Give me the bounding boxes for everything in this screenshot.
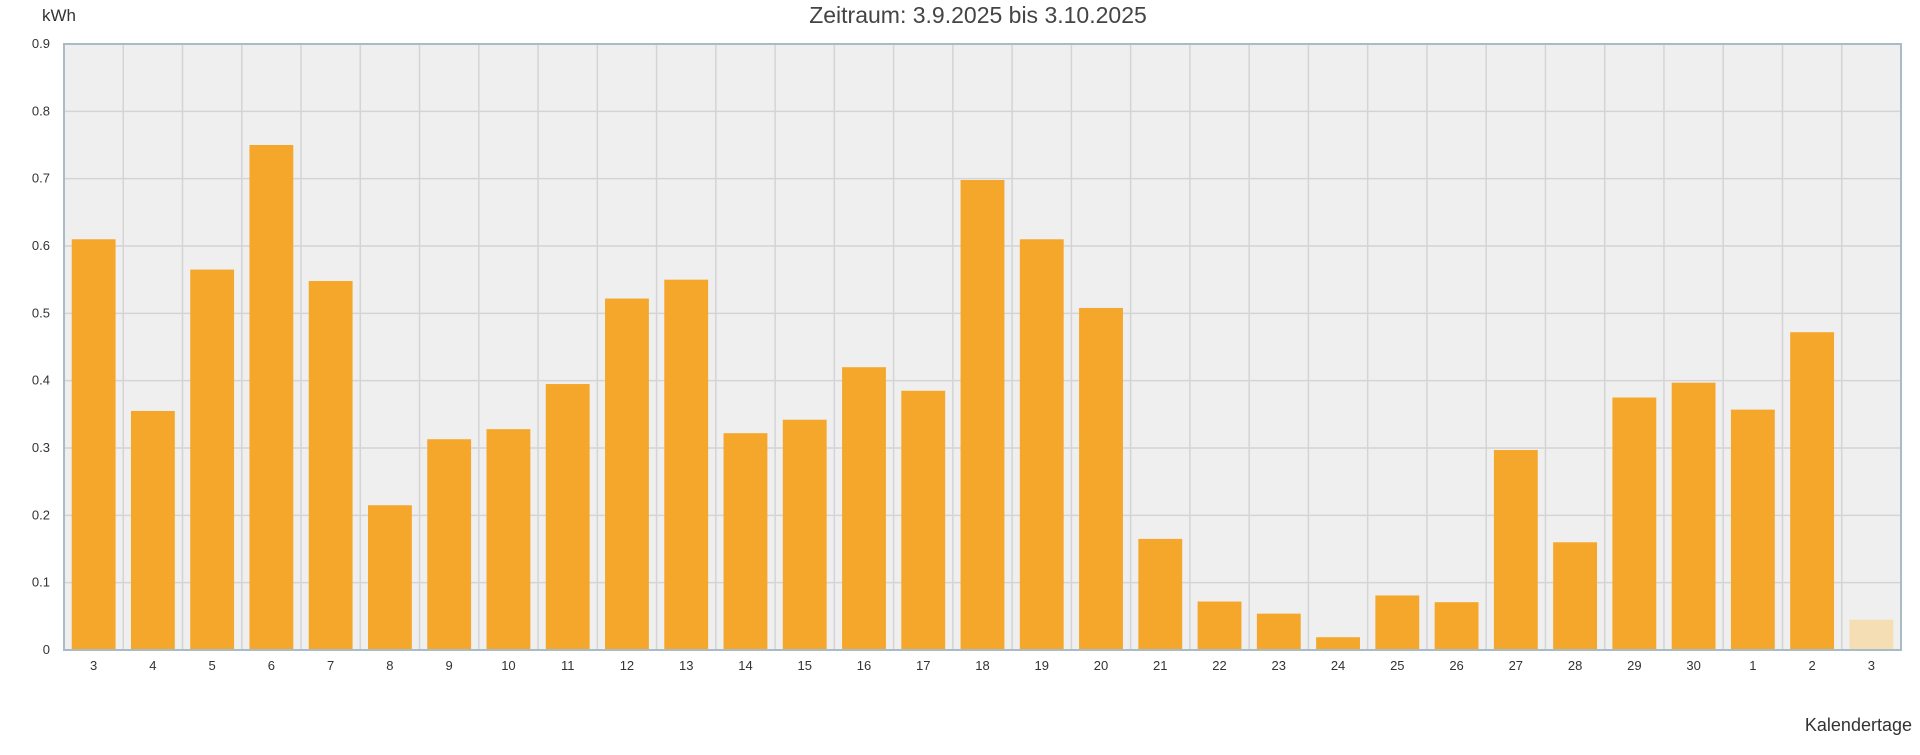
bar[interactable] — [308, 281, 353, 650]
x-tick-label: 19 — [1035, 658, 1049, 673]
bar[interactable] — [190, 269, 235, 650]
y-tick-label: 0.2 — [32, 507, 50, 522]
bar[interactable] — [1375, 595, 1420, 650]
x-tick-label: 16 — [857, 658, 871, 673]
bar[interactable] — [130, 410, 175, 650]
y-tick-label: 0.1 — [32, 575, 50, 590]
bar[interactable] — [1138, 538, 1183, 650]
bar[interactable] — [1612, 397, 1657, 651]
x-tick-label: 4 — [149, 658, 156, 673]
bar[interactable] — [545, 384, 590, 650]
bar[interactable] — [960, 180, 1005, 650]
x-tick-label: 29 — [1627, 658, 1641, 673]
bar[interactable] — [842, 367, 886, 650]
bar[interactable] — [1849, 619, 1894, 650]
plot-border — [63, 43, 1902, 651]
bar[interactable] — [1019, 239, 1064, 650]
bar[interactable] — [249, 145, 294, 650]
y-tick-label: 0.9 — [32, 36, 50, 51]
bar[interactable] — [1197, 601, 1242, 650]
bar[interactable] — [1256, 613, 1301, 650]
bar[interactable] — [1079, 307, 1123, 650]
bars — [71, 145, 1894, 651]
x-tick-label: 15 — [797, 658, 811, 673]
x-tick-label: 26 — [1449, 658, 1463, 673]
x-tick-label: 17 — [916, 658, 930, 673]
bar[interactable] — [782, 419, 827, 650]
x-tick-label: 24 — [1331, 658, 1345, 673]
y-tick-label: 0.6 — [32, 238, 50, 253]
chart-title: Zeitraum: 3.9.2025 bis 3.10.2025 — [809, 2, 1147, 28]
y-tick-labels: 0 0.1 0.2 0.3 0.4 0.5 0.6 0.7 0.8 0.9 — [32, 36, 50, 657]
x-tick-label: 9 — [446, 658, 453, 673]
y-tick-label: 0.8 — [32, 103, 50, 118]
x-tick-label: 3 — [90, 658, 97, 673]
x-tick-label: 2 — [1808, 658, 1815, 673]
bar[interactable] — [723, 433, 768, 650]
bar[interactable] — [1493, 450, 1538, 650]
x-tick-label: 28 — [1568, 658, 1582, 673]
x-axis-label: Kalendertage — [1805, 715, 1912, 735]
x-tick-labels: 3 4 5 6 7 8 9 10 11 12 13 14 15 16 17 18 19 20 21 22 23 24 25 2… — [90, 658, 1875, 673]
x-tick-label: 6 — [268, 658, 275, 673]
y-axis-label: kWh — [42, 6, 76, 25]
bar[interactable] — [1671, 382, 1716, 650]
x-tick-label: 11 — [561, 658, 575, 673]
y-tick-label: 0.7 — [32, 171, 50, 186]
x-tick-label: 21 — [1153, 658, 1167, 673]
bar[interactable] — [901, 390, 946, 650]
x-tick-label: 18 — [975, 658, 989, 673]
x-tick-label: 27 — [1509, 658, 1523, 673]
x-tick-label: 10 — [501, 658, 515, 673]
bar[interactable] — [427, 439, 472, 650]
y-tick-label: 0 — [43, 642, 50, 657]
x-tick-label: 5 — [209, 658, 216, 673]
bar[interactable] — [605, 298, 649, 650]
bar[interactable] — [1316, 637, 1360, 650]
bar[interactable] — [1790, 332, 1835, 650]
y-tick-label: 0.5 — [32, 305, 50, 320]
x-tick-label: 22 — [1212, 658, 1226, 673]
x-tick-label: 3 — [1868, 658, 1875, 673]
bar[interactable] — [367, 505, 412, 650]
x-tick-label: 13 — [679, 658, 693, 673]
bar[interactable] — [664, 279, 709, 650]
x-tick-label: 23 — [1272, 658, 1286, 673]
x-tick-label: 1 — [1749, 658, 1756, 673]
bar[interactable] — [1553, 542, 1598, 650]
x-tick-label: 20 — [1094, 658, 1108, 673]
x-tick-label: 30 — [1686, 658, 1700, 673]
x-tick-label: 14 — [738, 658, 752, 673]
bar[interactable] — [1434, 602, 1479, 650]
y-tick-label: 0.4 — [32, 373, 50, 388]
x-tick-label: 12 — [620, 658, 634, 673]
x-tick-label: 25 — [1390, 658, 1404, 673]
bar[interactable] — [71, 239, 116, 650]
bar[interactable] — [1730, 409, 1775, 650]
x-tick-label: 7 — [327, 658, 334, 673]
x-tick-label: 8 — [386, 658, 393, 673]
bar[interactable] — [486, 429, 531, 650]
y-tick-label: 0.3 — [32, 440, 50, 455]
